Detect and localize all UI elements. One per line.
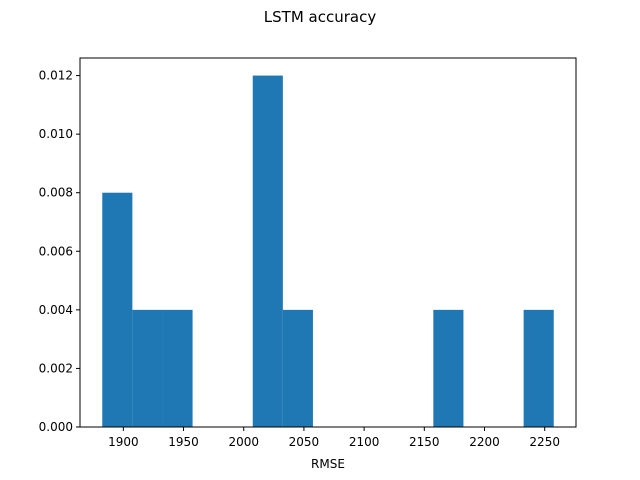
plot-frame [79,57,577,428]
histogram-bar [282,309,313,427]
x-tick-label: 2100 [349,435,380,449]
x-tick-label: 2050 [289,435,320,449]
bars-group [102,75,554,428]
x-tick-label: 1900 [108,435,139,449]
y-tick-label: 0.012 [39,69,73,83]
histogram-bar [252,75,283,428]
histogram-bar [523,309,554,427]
y-tick-label: 0.006 [39,244,73,258]
histogram-bar [132,309,163,427]
y-tick-label: 0.000 [39,420,73,434]
histogram-bar [102,192,133,427]
y-axis: 0.000 0.002 0.004 0.006 0.008 0.010 0.012 [39,69,80,434]
y-tick-label: 0.008 [39,186,73,200]
y-tick-label: 0.002 [39,361,73,375]
x-tick-label: 2150 [409,435,440,449]
x-axis: 1900 1950 2000 2050 2100 2150 2200 2250 [108,427,560,449]
x-axis-label: RMSE [311,457,345,471]
x-tick-label: 1950 [168,435,199,449]
x-tick-label: 2000 [228,435,259,449]
chart-title: LSTM accuracy [264,8,377,26]
x-tick-label: 2250 [529,435,560,449]
histogram-bar [433,309,464,427]
y-tick-label: 0.010 [39,127,73,141]
x-tick-label: 2200 [469,435,500,449]
y-tick-label: 0.004 [39,303,73,317]
histogram-bar [162,309,193,427]
